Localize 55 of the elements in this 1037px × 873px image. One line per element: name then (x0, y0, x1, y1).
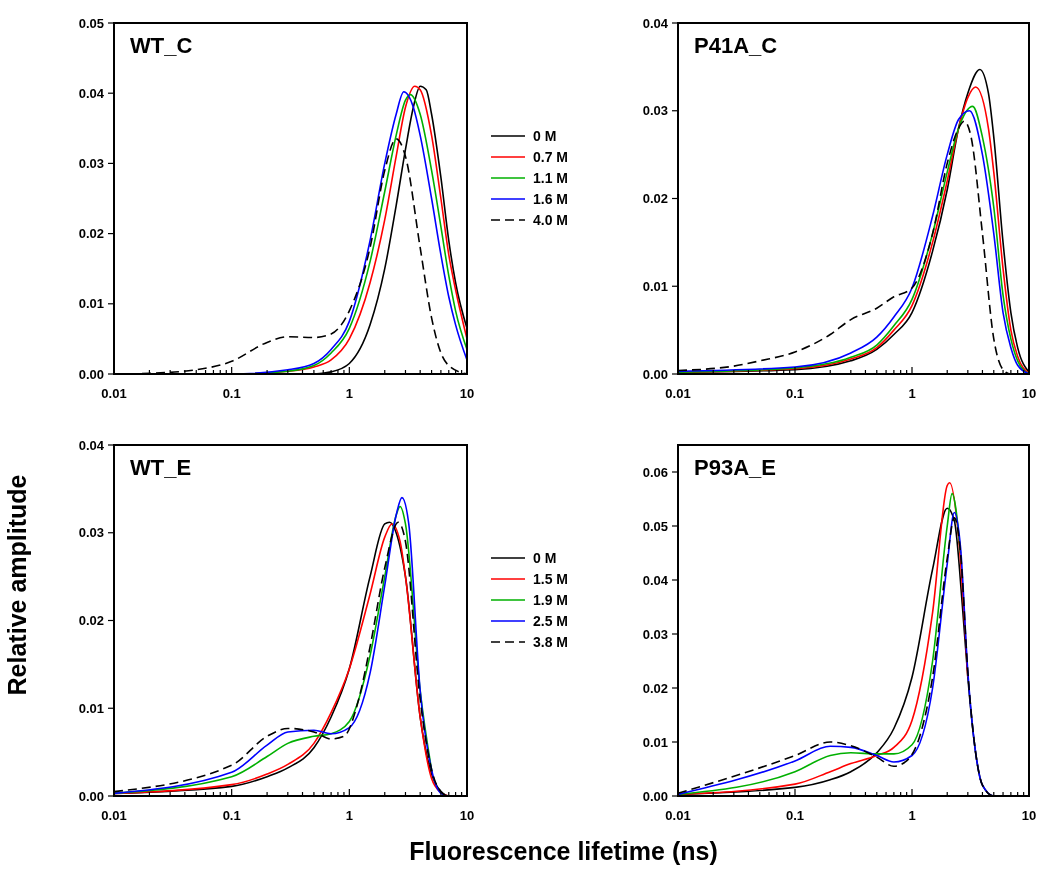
legend-label: 1.1 M (533, 169, 569, 186)
x-tick-label: 10 (459, 808, 475, 823)
x-tick-label: 10 (459, 386, 475, 401)
text: P93A_E (694, 455, 776, 480)
x-axis-title: Fluorescence lifetime (ns) (409, 837, 718, 865)
x-tick-label: 1 (908, 386, 916, 401)
legend-label: 1.6 M (533, 190, 569, 207)
x-tick-label: 0.01 (665, 386, 691, 401)
y-tick-label: 0.00 (642, 366, 668, 382)
x-tick-label: 0.01 (101, 386, 127, 401)
legend-label: 4.0 M (533, 211, 569, 228)
y-tick-label: 0.02 (78, 613, 104, 629)
y-tick-label: 0.03 (642, 103, 668, 119)
y-tick-label: 0.06 (642, 464, 668, 480)
y-tick-label: 0.00 (78, 366, 104, 382)
x-tick-label: 0.1 (222, 386, 241, 401)
y-tick-label: 0.02 (78, 226, 104, 242)
x-tick-label: 0.1 (785, 808, 805, 823)
y-tick-label: 0.00 (642, 788, 668, 804)
y-tick-label: 0.03 (642, 626, 668, 642)
legend-label: 1.9 M (533, 591, 569, 608)
legend-label: 3.8 M (533, 633, 569, 650)
legend-label: 0 M (533, 549, 557, 566)
legend-label: 0.7 M (533, 148, 569, 165)
y-tick-label: 0.01 (78, 700, 104, 716)
y-tick-label: 0.01 (642, 278, 668, 294)
text: P41A_C (694, 33, 778, 58)
y-axis-title: Relative amplitude (3, 474, 31, 696)
y-tick-label: 0.02 (642, 191, 668, 207)
x-tick-label: 10 (1021, 386, 1037, 401)
y-tick-label: 0.03 (78, 155, 104, 171)
x-tick-label: 0.1 (222, 808, 241, 823)
legend-label: 2.5 M (533, 612, 569, 629)
x-tick-label: 0.01 (665, 808, 691, 823)
y-tick-label: 0.01 (642, 734, 668, 750)
y-tick-label: 0.00 (78, 788, 104, 804)
x-tick-label: 1 (345, 808, 353, 823)
x-tick-label: 0.01 (101, 808, 127, 823)
y-tick-label: 0.04 (642, 572, 669, 588)
y-tick-label: 0.02 (642, 680, 668, 696)
text: WT_C (130, 33, 193, 58)
legend-label: 1.5 M (533, 570, 569, 587)
x-tick-label: 10 (1021, 808, 1037, 823)
x-tick-label: 1 (908, 808, 916, 823)
y-tick-label: 0.01 (78, 296, 104, 312)
x-tick-label: 1 (345, 386, 353, 401)
legend-label: 0 M (533, 127, 557, 144)
y-tick-label: 0.05 (642, 518, 668, 534)
y-tick-label: 0.04 (642, 15, 669, 31)
y-tick-label: 0.04 (78, 85, 105, 101)
text: WT_E (130, 455, 192, 480)
y-tick-label: 0.05 (78, 15, 104, 31)
x-tick-label: 0.1 (785, 386, 805, 401)
y-tick-label: 0.04 (78, 437, 105, 453)
y-tick-label: 0.03 (78, 525, 104, 541)
